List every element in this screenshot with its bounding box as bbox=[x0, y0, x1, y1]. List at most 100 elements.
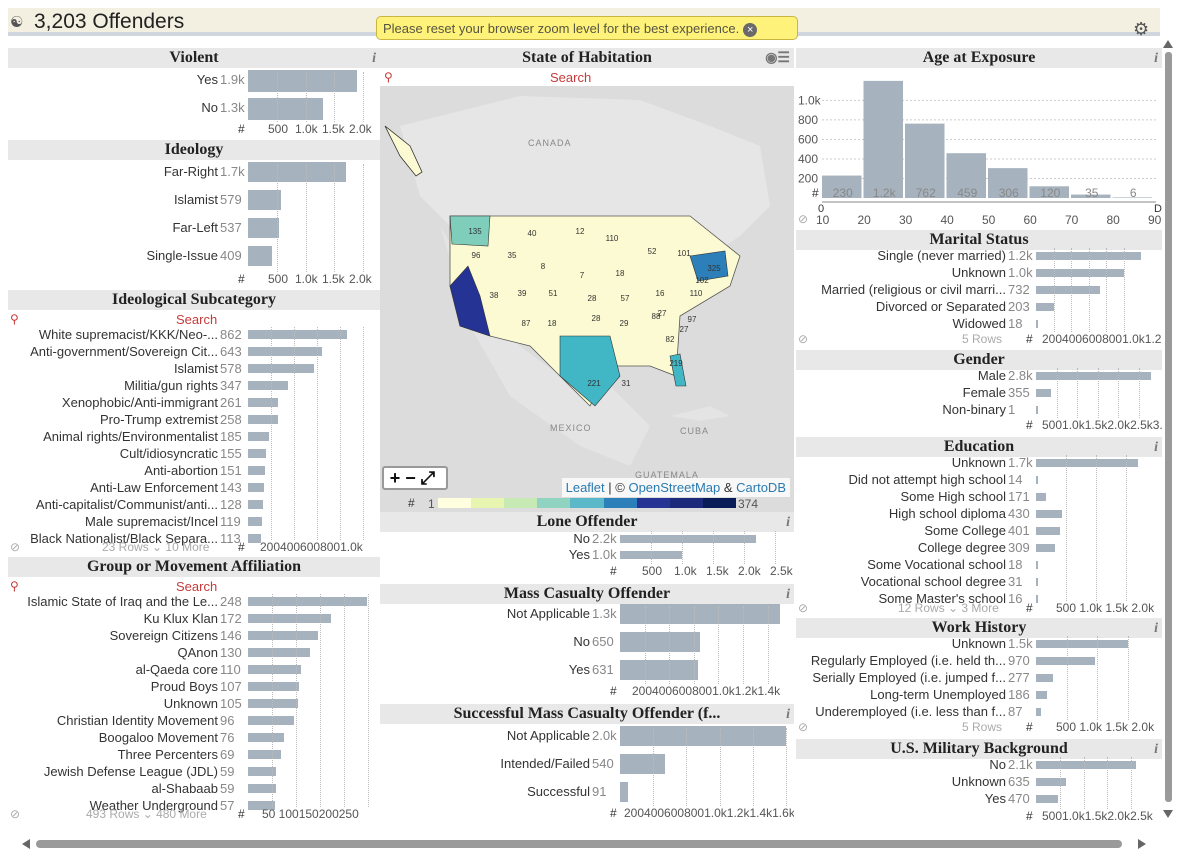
bar-row[interactable]: Widowed 18 bbox=[796, 316, 1162, 332]
range-right[interactable]: D bbox=[1154, 203, 1162, 215]
bar-row[interactable]: Cult/idiosyncratic 155 bbox=[8, 446, 380, 462]
bar[interactable] bbox=[620, 660, 698, 680]
osm-link[interactable]: OpenStreetMap bbox=[628, 480, 721, 495]
clear-filter-icon[interactable]: ⊘ bbox=[10, 807, 21, 821]
bar-row[interactable]: Three Percenters 69 bbox=[8, 747, 380, 763]
bar-row[interactable]: Not Applicable 1.3k bbox=[380, 604, 794, 624]
bar-row[interactable]: Islamic State of Iraq and the Le... 248 bbox=[8, 594, 380, 610]
search-icon[interactable]: ⚲ bbox=[10, 579, 19, 593]
bar-row[interactable]: Yes 631 bbox=[380, 660, 794, 680]
range-left[interactable]: 0 bbox=[818, 203, 824, 215]
bar[interactable] bbox=[1036, 561, 1038, 569]
bar[interactable] bbox=[248, 716, 295, 725]
bar[interactable] bbox=[248, 347, 322, 356]
bar[interactable] bbox=[1036, 691, 1048, 699]
gear-icon[interactable]: ⚙ bbox=[1133, 19, 1150, 39]
bar[interactable] bbox=[248, 98, 323, 120]
bar-row[interactable]: Unknown 1.0k bbox=[796, 265, 1162, 281]
bar[interactable] bbox=[1036, 389, 1051, 397]
bar[interactable] bbox=[248, 70, 358, 92]
clear-filter-icon[interactable]: ⊘ bbox=[798, 332, 809, 346]
bar-row[interactable]: Islamist 579 bbox=[8, 190, 380, 210]
bar-row[interactable]: Boogaloo Movement 76 bbox=[8, 730, 380, 746]
vertical-scrollbar[interactable] bbox=[1162, 38, 1174, 820]
bar-row[interactable]: Pro-Trump extremist 258 bbox=[8, 412, 380, 428]
bar-row[interactable]: White supremacist/KKK/Neo-... 862 bbox=[8, 327, 380, 343]
rows-count[interactable]: 23 Rows ⌄ 10 More bbox=[102, 540, 210, 554]
bar-row[interactable]: Divorced or Separated 203 bbox=[796, 299, 1162, 315]
bar-row[interactable]: Far-Right 1.7k bbox=[8, 162, 380, 182]
bar[interactable] bbox=[248, 614, 331, 623]
bar-row[interactable]: Underemployed (i.e. less than f... 87 bbox=[796, 704, 1162, 720]
bar-row[interactable]: Male 2.8k bbox=[796, 368, 1162, 384]
bar[interactable] bbox=[248, 534, 261, 543]
bar-row[interactable]: Xenophobic/Anti-immigrant 261 bbox=[8, 395, 380, 411]
state-new-york[interactable] bbox=[689, 250, 729, 282]
search-icon[interactable]: ⚲ bbox=[10, 312, 19, 326]
bar[interactable] bbox=[248, 665, 301, 674]
clear-filter-icon[interactable]: ⊘ bbox=[798, 212, 808, 226]
bar-row[interactable]: No 650 bbox=[380, 632, 794, 652]
bar-row[interactable]: Married (religious or civil marri... 732 bbox=[796, 282, 1162, 298]
bar[interactable] bbox=[248, 162, 346, 182]
bar-row[interactable]: Female 355 bbox=[796, 385, 1162, 401]
bar[interactable] bbox=[248, 432, 270, 441]
bar-row[interactable]: Some High school 171 bbox=[796, 489, 1162, 505]
bar-row[interactable]: Some Master's school 16 bbox=[796, 591, 1162, 607]
bar[interactable] bbox=[248, 364, 315, 373]
bar-row[interactable]: Weather Underground 57 bbox=[8, 798, 380, 814]
horizontal-scrollbar[interactable] bbox=[22, 838, 1146, 850]
bar[interactable] bbox=[620, 604, 780, 624]
bar[interactable] bbox=[620, 782, 628, 802]
info-icon[interactable]: i bbox=[786, 587, 790, 602]
clear-filter-icon[interactable]: ⊘ bbox=[798, 720, 809, 734]
bar-row[interactable]: Non-binary 1 bbox=[796, 402, 1162, 418]
bar[interactable] bbox=[1036, 778, 1067, 786]
bar-row[interactable]: Jewish Defense League (JDL) 59 bbox=[8, 764, 380, 780]
bar[interactable] bbox=[1036, 657, 1096, 665]
bar-row[interactable]: QAnon 130 bbox=[8, 645, 380, 661]
bar[interactable] bbox=[1036, 459, 1138, 467]
bar-row[interactable]: Regularly Employed (i.e. held th... 970 bbox=[796, 653, 1162, 669]
bar[interactable] bbox=[248, 648, 311, 657]
bar-row[interactable]: No 2.2k bbox=[380, 531, 794, 547]
bar[interactable] bbox=[1036, 286, 1101, 294]
histogram-bar[interactable] bbox=[863, 80, 904, 198]
bar[interactable] bbox=[248, 483, 265, 492]
state-florida[interactable] bbox=[669, 353, 687, 387]
bar-row[interactable]: High school diploma 430 bbox=[796, 506, 1162, 522]
rows-count[interactable]: 12 Rows ⌄ 3 More bbox=[898, 601, 999, 615]
bar[interactable] bbox=[248, 449, 266, 458]
carto-link[interactable]: CartoDB bbox=[736, 480, 786, 495]
info-icon[interactable]: i bbox=[1154, 742, 1158, 757]
info-icon[interactable]: i bbox=[1154, 621, 1158, 636]
bar[interactable] bbox=[1036, 510, 1062, 518]
histogram-bar[interactable] bbox=[1029, 186, 1070, 198]
bar[interactable] bbox=[248, 699, 299, 708]
bar-row[interactable]: Anti-capitalist/Communist/anti... 128 bbox=[8, 497, 380, 513]
subcategory-search[interactable]: Search bbox=[176, 312, 218, 327]
bar[interactable] bbox=[248, 190, 282, 210]
bar-row[interactable]: Sovereign Citizens 146 bbox=[8, 628, 380, 644]
group-search[interactable]: Search bbox=[176, 579, 218, 594]
bar-row[interactable]: Serially Employed (i.e. jumped f... 277 bbox=[796, 670, 1162, 686]
bar-row[interactable]: Intended/Failed 540 bbox=[380, 754, 794, 774]
bar[interactable] bbox=[248, 682, 300, 691]
bar[interactable] bbox=[1036, 493, 1047, 501]
bar[interactable] bbox=[1036, 527, 1061, 535]
bar[interactable] bbox=[248, 733, 285, 742]
bar-row[interactable]: Anti-Law Enforcement 143 bbox=[8, 480, 380, 496]
histogram-bar[interactable] bbox=[946, 153, 987, 198]
bar-row[interactable]: Single-Issue 409 bbox=[8, 246, 380, 266]
clear-filter-icon[interactable]: ⊘ bbox=[798, 601, 809, 615]
info-icon[interactable]: i bbox=[786, 515, 790, 530]
rows-count[interactable]: 5 Rows bbox=[962, 332, 1003, 346]
bar-row[interactable]: Yes 1.0k bbox=[380, 547, 794, 563]
bar-row[interactable]: Male supremacist/Incel 119 bbox=[8, 514, 380, 530]
bar[interactable] bbox=[248, 466, 266, 475]
bar[interactable] bbox=[620, 726, 786, 746]
bar-row[interactable]: Long-term Unemployed 186 bbox=[796, 687, 1162, 703]
bar[interactable] bbox=[248, 415, 278, 424]
bar-row[interactable]: Unknown 1.5k bbox=[796, 636, 1162, 652]
state-california[interactable] bbox=[449, 265, 491, 337]
